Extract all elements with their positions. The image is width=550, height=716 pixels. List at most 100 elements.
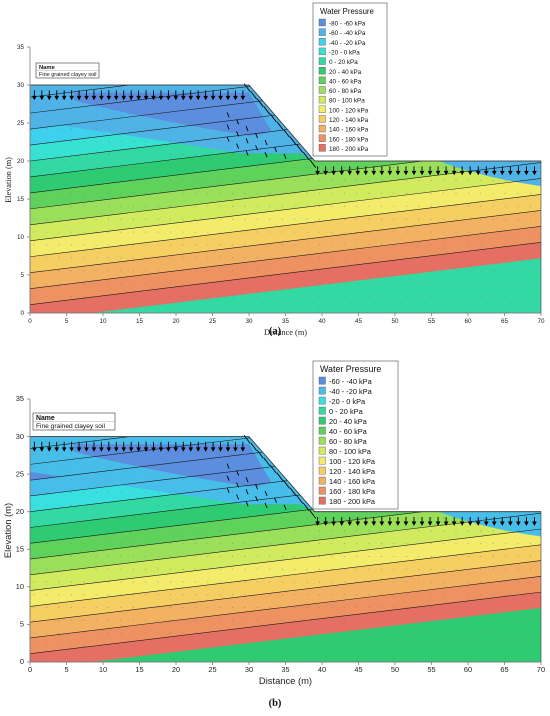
mesh-node	[83, 619, 85, 621]
mesh-node	[219, 89, 221, 91]
mesh-node	[257, 128, 258, 130]
mesh-node	[170, 619, 171, 621]
mesh-node	[492, 115, 494, 117]
mesh-node	[468, 517, 469, 519]
flow-arrow	[296, 495, 304, 504]
mesh-node	[306, 568, 308, 570]
mesh-node	[480, 231, 482, 233]
mesh-node	[418, 581, 420, 583]
mesh-node	[33, 594, 35, 596]
mesh-node	[219, 619, 221, 621]
mesh-node	[182, 556, 184, 557]
mesh-node	[331, 607, 333, 608]
mesh-node	[343, 283, 345, 285]
mesh-node	[306, 530, 308, 532]
mesh-node	[70, 115, 72, 117]
mesh-node	[145, 658, 147, 659]
mesh-node	[343, 658, 345, 659]
flow-arrowhead	[106, 447, 112, 452]
mesh-node	[232, 530, 233, 532]
mesh-node	[95, 658, 97, 659]
mesh-node	[269, 205, 271, 207]
mesh-node	[33, 244, 35, 246]
mesh-node	[418, 283, 420, 285]
mesh-node	[244, 257, 246, 259]
legend-swatch	[318, 476, 326, 485]
flow-arrow	[245, 126, 249, 132]
mesh-node	[120, 505, 122, 506]
flow-arrowhead	[371, 170, 377, 176]
mesh-node	[157, 102, 159, 104]
y-tick-label: 5	[20, 620, 24, 629]
mesh-node	[232, 632, 233, 634]
mesh-node	[343, 180, 345, 181]
mesh-node	[195, 309, 196, 310]
mesh-node	[244, 167, 246, 168]
legend-label: 0 - 20 kPa	[329, 407, 364, 416]
mesh-node	[207, 309, 209, 310]
flow-arrowhead	[507, 521, 513, 526]
mesh-node	[530, 581, 531, 583]
legend-label: -20 - 0 kPa	[329, 397, 366, 406]
legend-swatch	[318, 28, 326, 36]
mesh-node	[480, 568, 482, 570]
mesh-node	[170, 283, 171, 285]
mesh-node	[33, 479, 35, 481]
mesh-node	[83, 218, 85, 220]
mesh-node	[157, 466, 159, 468]
mesh-node	[219, 505, 221, 506]
mesh-node	[132, 594, 134, 596]
mesh-node	[232, 492, 233, 493]
legend-label: -40 - -20 kPa	[329, 40, 366, 47]
mesh-node	[343, 645, 345, 647]
flow-arrow	[226, 463, 230, 469]
mesh-node	[46, 453, 47, 455]
mesh-node	[182, 453, 184, 455]
mesh-node	[455, 556, 457, 557]
mesh-node	[95, 102, 97, 104]
mesh-node	[492, 658, 494, 659]
contour-line	[30, 194, 541, 258]
mesh-node	[443, 283, 444, 285]
mesh-node	[517, 102, 519, 104]
mesh-node	[257, 466, 258, 468]
mesh-node	[170, 89, 171, 91]
mesh-node	[182, 167, 184, 168]
mesh-node	[281, 658, 283, 659]
mesh-node	[455, 296, 457, 298]
mesh-node	[70, 632, 72, 634]
mesh-node	[257, 607, 258, 608]
mesh-node	[195, 594, 196, 596]
mesh-node	[492, 270, 494, 272]
mesh-node	[244, 453, 246, 455]
mesh-node	[406, 581, 407, 583]
mesh-node	[58, 309, 60, 310]
mesh-node	[418, 530, 420, 532]
mesh-node	[95, 619, 97, 621]
mesh-node	[517, 492, 519, 493]
mesh-node	[393, 296, 395, 298]
mesh-node	[132, 89, 134, 91]
mesh-node	[430, 441, 432, 442]
mesh-node	[195, 505, 196, 506]
legend-swatch	[318, 456, 326, 465]
mesh-node	[195, 218, 196, 220]
mesh-node	[294, 479, 296, 481]
mesh-node	[145, 141, 147, 142]
mesh-node	[492, 607, 494, 608]
mesh-node	[58, 658, 60, 659]
mesh-node	[530, 102, 531, 104]
mesh-node	[455, 102, 457, 104]
mesh-node	[33, 192, 35, 194]
mesh-node	[356, 658, 358, 659]
flow-arrow	[245, 489, 249, 495]
mesh-node	[232, 479, 233, 481]
mesh-node	[430, 568, 432, 570]
mesh-node	[182, 568, 184, 570]
flow-arrowhead	[427, 521, 433, 526]
mesh-node	[517, 115, 519, 117]
legend-label: -20 - 0 kPa	[329, 49, 360, 56]
mesh-node	[95, 270, 97, 272]
mesh-node	[182, 141, 184, 142]
